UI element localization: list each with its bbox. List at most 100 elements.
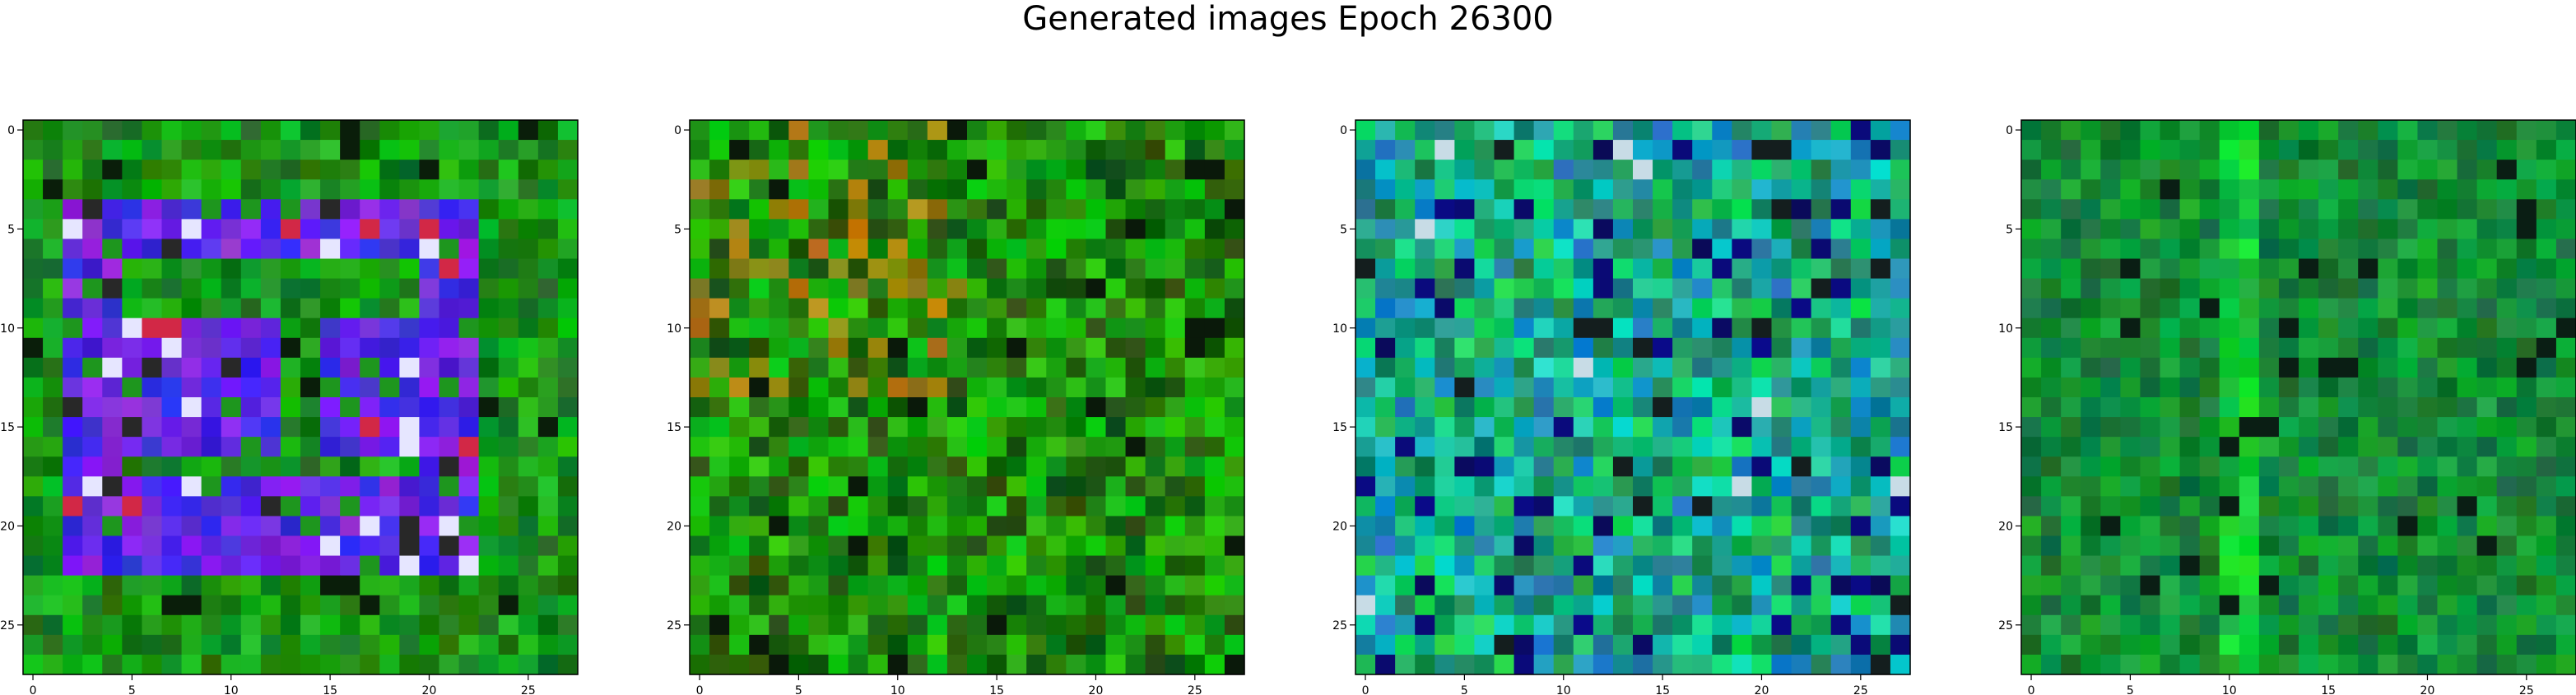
pixel-cell	[1792, 655, 1812, 675]
pixel-cell	[1146, 120, 1166, 141]
pixel-cell	[419, 140, 439, 160]
pixel-cell	[1066, 635, 1086, 656]
pixel-cell	[1593, 199, 1614, 220]
pixel-cell	[2081, 476, 2101, 497]
pixel-cell	[808, 219, 829, 239]
pixel-cell	[1732, 476, 1752, 497]
pixel-cell	[1831, 160, 1852, 180]
pixel-cell	[2338, 595, 2359, 616]
pixel-cell	[749, 397, 770, 418]
pixel-cell	[439, 417, 460, 438]
pixel-cell	[1126, 120, 1146, 141]
pixel-cell	[518, 476, 539, 497]
pixel-cell	[459, 378, 480, 398]
pixel-cell	[2457, 259, 2478, 280]
pixel-cell	[340, 516, 360, 536]
pixel-cell	[1554, 516, 1574, 536]
pixel-cell	[788, 556, 809, 577]
pixel-cell	[2517, 140, 2537, 160]
pixel-cell	[2358, 160, 2378, 180]
pixel-cell	[1692, 140, 1713, 160]
pixel-cell	[788, 576, 809, 596]
pixel-cell	[23, 456, 44, 477]
pixel-cell	[1474, 219, 1495, 239]
pixel-cell	[1375, 279, 1396, 299]
pixel-cell	[2061, 358, 2081, 378]
pixel-cell	[2200, 456, 2220, 477]
pixel-cell	[788, 140, 809, 160]
pixel-cell	[221, 417, 242, 438]
pixel-cell	[1026, 239, 1047, 259]
pixel-cell	[518, 536, 539, 557]
pixel-cell	[162, 299, 183, 319]
pixel-cell	[1185, 239, 1206, 259]
pixel-cell	[1106, 576, 1127, 596]
pixel-cell	[63, 536, 83, 557]
pixel-cell	[538, 299, 559, 319]
pixel-cell	[2417, 615, 2438, 636]
pixel-cell	[749, 338, 770, 359]
pixel-cell	[908, 397, 928, 418]
pixel-cell	[1811, 496, 1832, 517]
pixel-cell	[788, 358, 809, 378]
pixel-cell	[2378, 219, 2398, 239]
pixel-cell	[2477, 279, 2498, 299]
pixel-cell	[788, 299, 809, 319]
pixel-cell	[829, 219, 849, 239]
pixel-cell	[2299, 516, 2319, 536]
pixel-cell	[82, 595, 103, 616]
pixel-cell	[2200, 496, 2220, 517]
pixel-cell	[1653, 556, 1673, 577]
pixel-cell	[142, 417, 162, 438]
image-panel-1: 0 5 10 15 20 250510152025	[0, 120, 578, 695]
pixel-cell	[1851, 338, 1872, 359]
pixel-cell	[2021, 576, 2042, 596]
pixel-cell	[63, 179, 83, 200]
pixel-cell	[538, 179, 559, 200]
pixel-cell	[868, 120, 889, 141]
pixel-cell	[1046, 199, 1067, 220]
pixel-cell	[2041, 259, 2062, 280]
pixel-cell	[2220, 259, 2240, 280]
pixel-cell	[1792, 556, 1812, 577]
pixel-cell	[849, 397, 869, 418]
pixel-cell	[1495, 556, 1515, 577]
pixel-cell	[2100, 219, 2121, 239]
pixel-cell	[829, 179, 849, 200]
pixel-cell	[122, 358, 142, 378]
pixel-cell	[1792, 378, 1812, 398]
pixel-cell	[360, 140, 380, 160]
pixel-cell	[908, 219, 928, 239]
pixel-cell	[987, 338, 1007, 359]
pixel-cell	[1871, 516, 1891, 536]
pixel-cell	[1225, 496, 1245, 517]
pixel-cell	[729, 437, 750, 457]
pixel-cell	[2061, 120, 2081, 141]
pixel-cell	[1395, 536, 1416, 557]
pixel-cell	[82, 516, 103, 536]
pixel-cell	[2220, 219, 2240, 239]
pixel-cell	[221, 318, 242, 339]
pixel-cell	[769, 318, 789, 339]
pixel-cell	[122, 239, 142, 259]
pixel-cell	[928, 576, 948, 596]
pixel-cell	[2160, 358, 2181, 378]
pixel-cell	[2378, 239, 2398, 259]
pixel-cell	[102, 476, 123, 497]
pixel-cell	[1732, 338, 1752, 359]
pixel-cell	[1751, 179, 1772, 200]
pixel-cell	[1474, 358, 1495, 378]
pixel-cell	[1732, 358, 1752, 378]
pixel-cell	[2556, 199, 2576, 220]
pixel-cell	[558, 615, 579, 636]
pixel-cell	[2140, 279, 2160, 299]
pixel-cell	[1554, 635, 1574, 656]
pixel-cell	[1792, 397, 1812, 418]
pixel-cell	[261, 635, 281, 656]
pixel-cell	[868, 338, 889, 359]
pixel-cell	[1026, 378, 1047, 398]
pixel-cell	[2100, 140, 2121, 160]
pixel-cell	[1831, 655, 1852, 675]
pixel-cell	[2378, 576, 2398, 596]
pixel-cell	[2358, 318, 2378, 339]
